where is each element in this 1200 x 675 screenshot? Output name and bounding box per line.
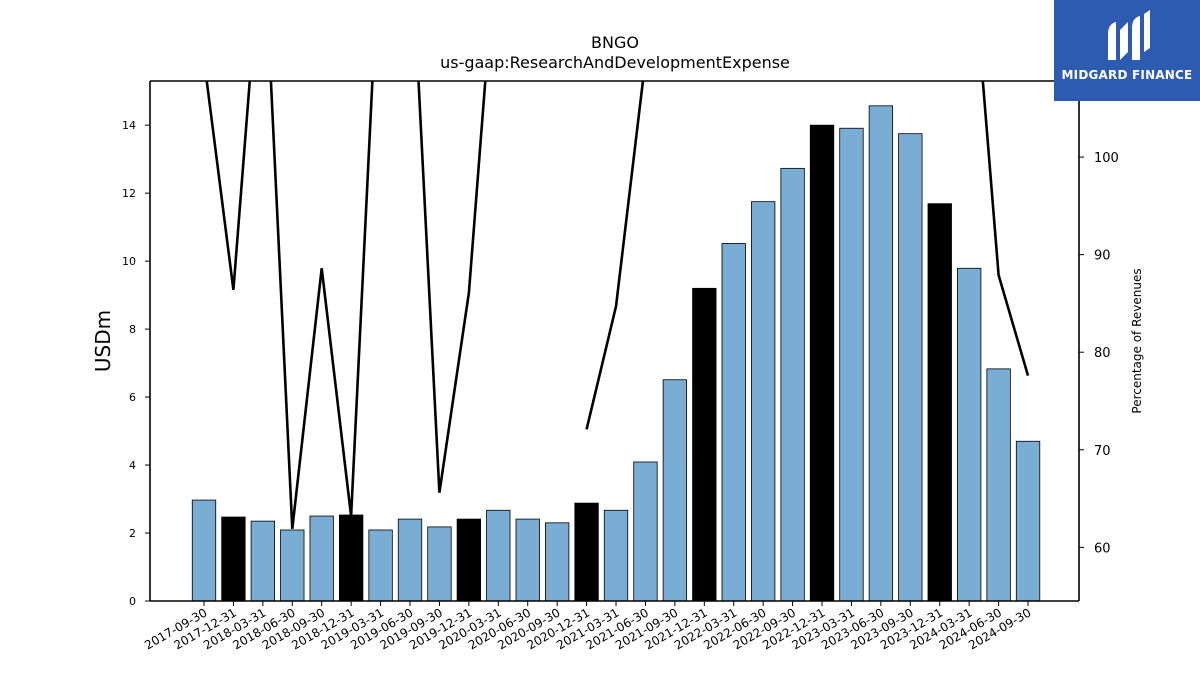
line-series: [205, 81, 1030, 529]
chart-subtitle: us-gaap:ResearchAndDevelopmentExpense: [440, 53, 790, 72]
chart-title: BNGO: [591, 33, 639, 52]
bar-2019-03-31: [368, 529, 393, 602]
y-axis-ticks: 0 2 4 6 8 10 12 14: [122, 119, 150, 608]
bar-2021-09-30: [662, 379, 688, 602]
bar-2021-12-31: [692, 287, 717, 602]
bar-2018-09-30: [309, 515, 334, 602]
brand-name: MIDGARD FINANCE: [1061, 68, 1193, 82]
y-tick-label: 14: [122, 119, 136, 132]
bar-2023-12-31: [927, 203, 952, 602]
bar-2018-06-30: [280, 529, 305, 602]
x-axis-ticks: 2017-09-302017-12-312018-03-312018-06-30…: [142, 601, 1034, 652]
bar-2017-12-31: [221, 516, 246, 602]
bar-2020-03-31: [486, 509, 511, 602]
y-tick-label: 0: [129, 595, 136, 608]
bar-2019-12-31: [456, 518, 482, 602]
bar-2021-03-31: [603, 509, 629, 602]
y-tick-label: 10: [122, 255, 136, 268]
y2-axis-ticks: 60 70 80 90 100: [1079, 151, 1119, 556]
bar-series: [191, 105, 1041, 602]
y-tick-label: 6: [129, 391, 136, 404]
bar-2018-12-31: [338, 514, 364, 602]
y-tick-label: 2: [129, 527, 136, 540]
bar-2019-09-30: [427, 526, 452, 602]
bar-2019-06-30: [397, 518, 423, 602]
bar-2023-03-31: [839, 127, 864, 602]
bar-2022-03-31: [721, 243, 746, 602]
y2-tick-label: 70: [1094, 444, 1111, 459]
bar-2024-03-31: [957, 267, 982, 602]
y-axis-label: USDm: [91, 310, 115, 372]
percentage-line: [205, 81, 1030, 529]
y-tick-label: 8: [129, 323, 136, 336]
axes: [149, 80, 1080, 602]
bar-2020-12-31: [574, 502, 599, 602]
bar-2024-06-30: [986, 368, 1011, 602]
y-tick-label: 4: [129, 459, 136, 472]
bar-2022-12-31: [809, 124, 835, 602]
brand-logo: MIDGARD FINANCE: [1054, 0, 1200, 101]
bar-2024-09-30: [1015, 440, 1041, 602]
bar-2022-06-30: [751, 201, 776, 602]
y2-axis-label: Percentage of Revenues: [1130, 268, 1144, 413]
bar-2023-06-30: [868, 105, 894, 602]
bar-2022-09-30: [780, 167, 805, 602]
bar-2020-06-30: [515, 518, 540, 602]
bar-2017-09-30: [191, 499, 217, 602]
y2-tick-label: 100: [1094, 151, 1119, 166]
midgard-logo-icon: [1108, 10, 1150, 60]
bar-2018-03-31: [250, 520, 276, 602]
bar-2023-09-30: [898, 133, 923, 602]
y2-tick-label: 60: [1094, 541, 1111, 556]
y2-tick-label: 80: [1094, 346, 1111, 361]
bar-2021-06-30: [633, 461, 658, 602]
y2-tick-label: 90: [1094, 249, 1111, 264]
y-tick-label: 12: [122, 187, 136, 200]
bar-2020-09-30: [545, 522, 570, 602]
